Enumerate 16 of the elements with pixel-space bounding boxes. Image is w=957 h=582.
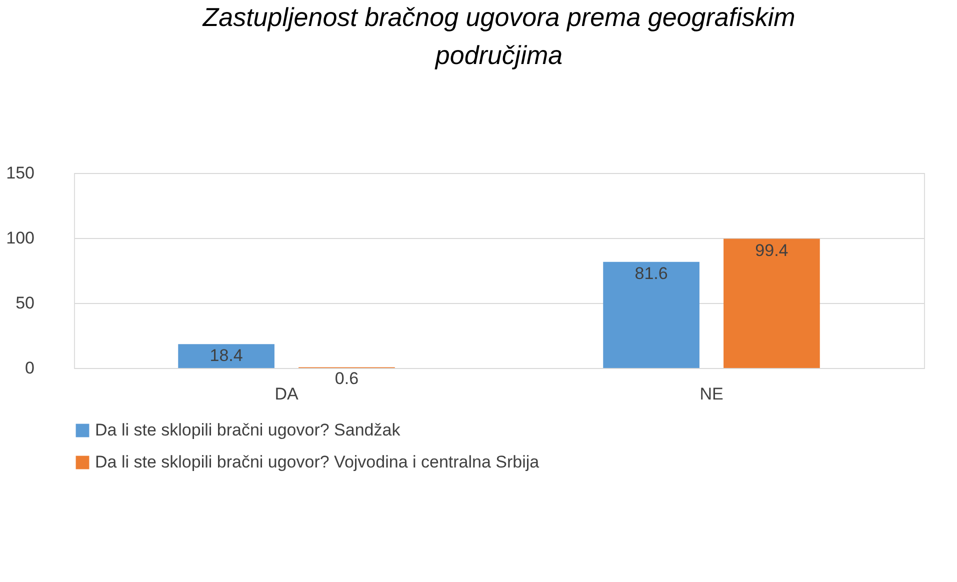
x-tick-label: NE: [700, 384, 724, 404]
chart-title: Zastupljenost bračnog ugovora prema geografiskim područjima: [202, 2, 796, 70]
bar: [603, 262, 700, 368]
y-tick-label: 150: [6, 164, 34, 182]
bar: [178, 344, 274, 368]
data-label: 99.4: [755, 240, 788, 260]
bar: [724, 238, 820, 368]
x-tick-label: DA: [274, 384, 299, 404]
data-label: 0.6: [334, 369, 359, 388]
y-tick-label: 100: [6, 228, 34, 248]
y-tick-label: 50: [16, 294, 34, 312]
data-label: 18.4: [210, 346, 243, 366]
y-tick-label: 0: [25, 358, 34, 378]
legend-label: Da li ste sklopili bračni ugovor? Vojvodina i centralna Srbija: [95, 452, 540, 472]
legend-label: Da li ste sklopili bračni ugovor? Sandžak: [95, 420, 401, 440]
data-label: 81.6: [634, 264, 668, 283]
